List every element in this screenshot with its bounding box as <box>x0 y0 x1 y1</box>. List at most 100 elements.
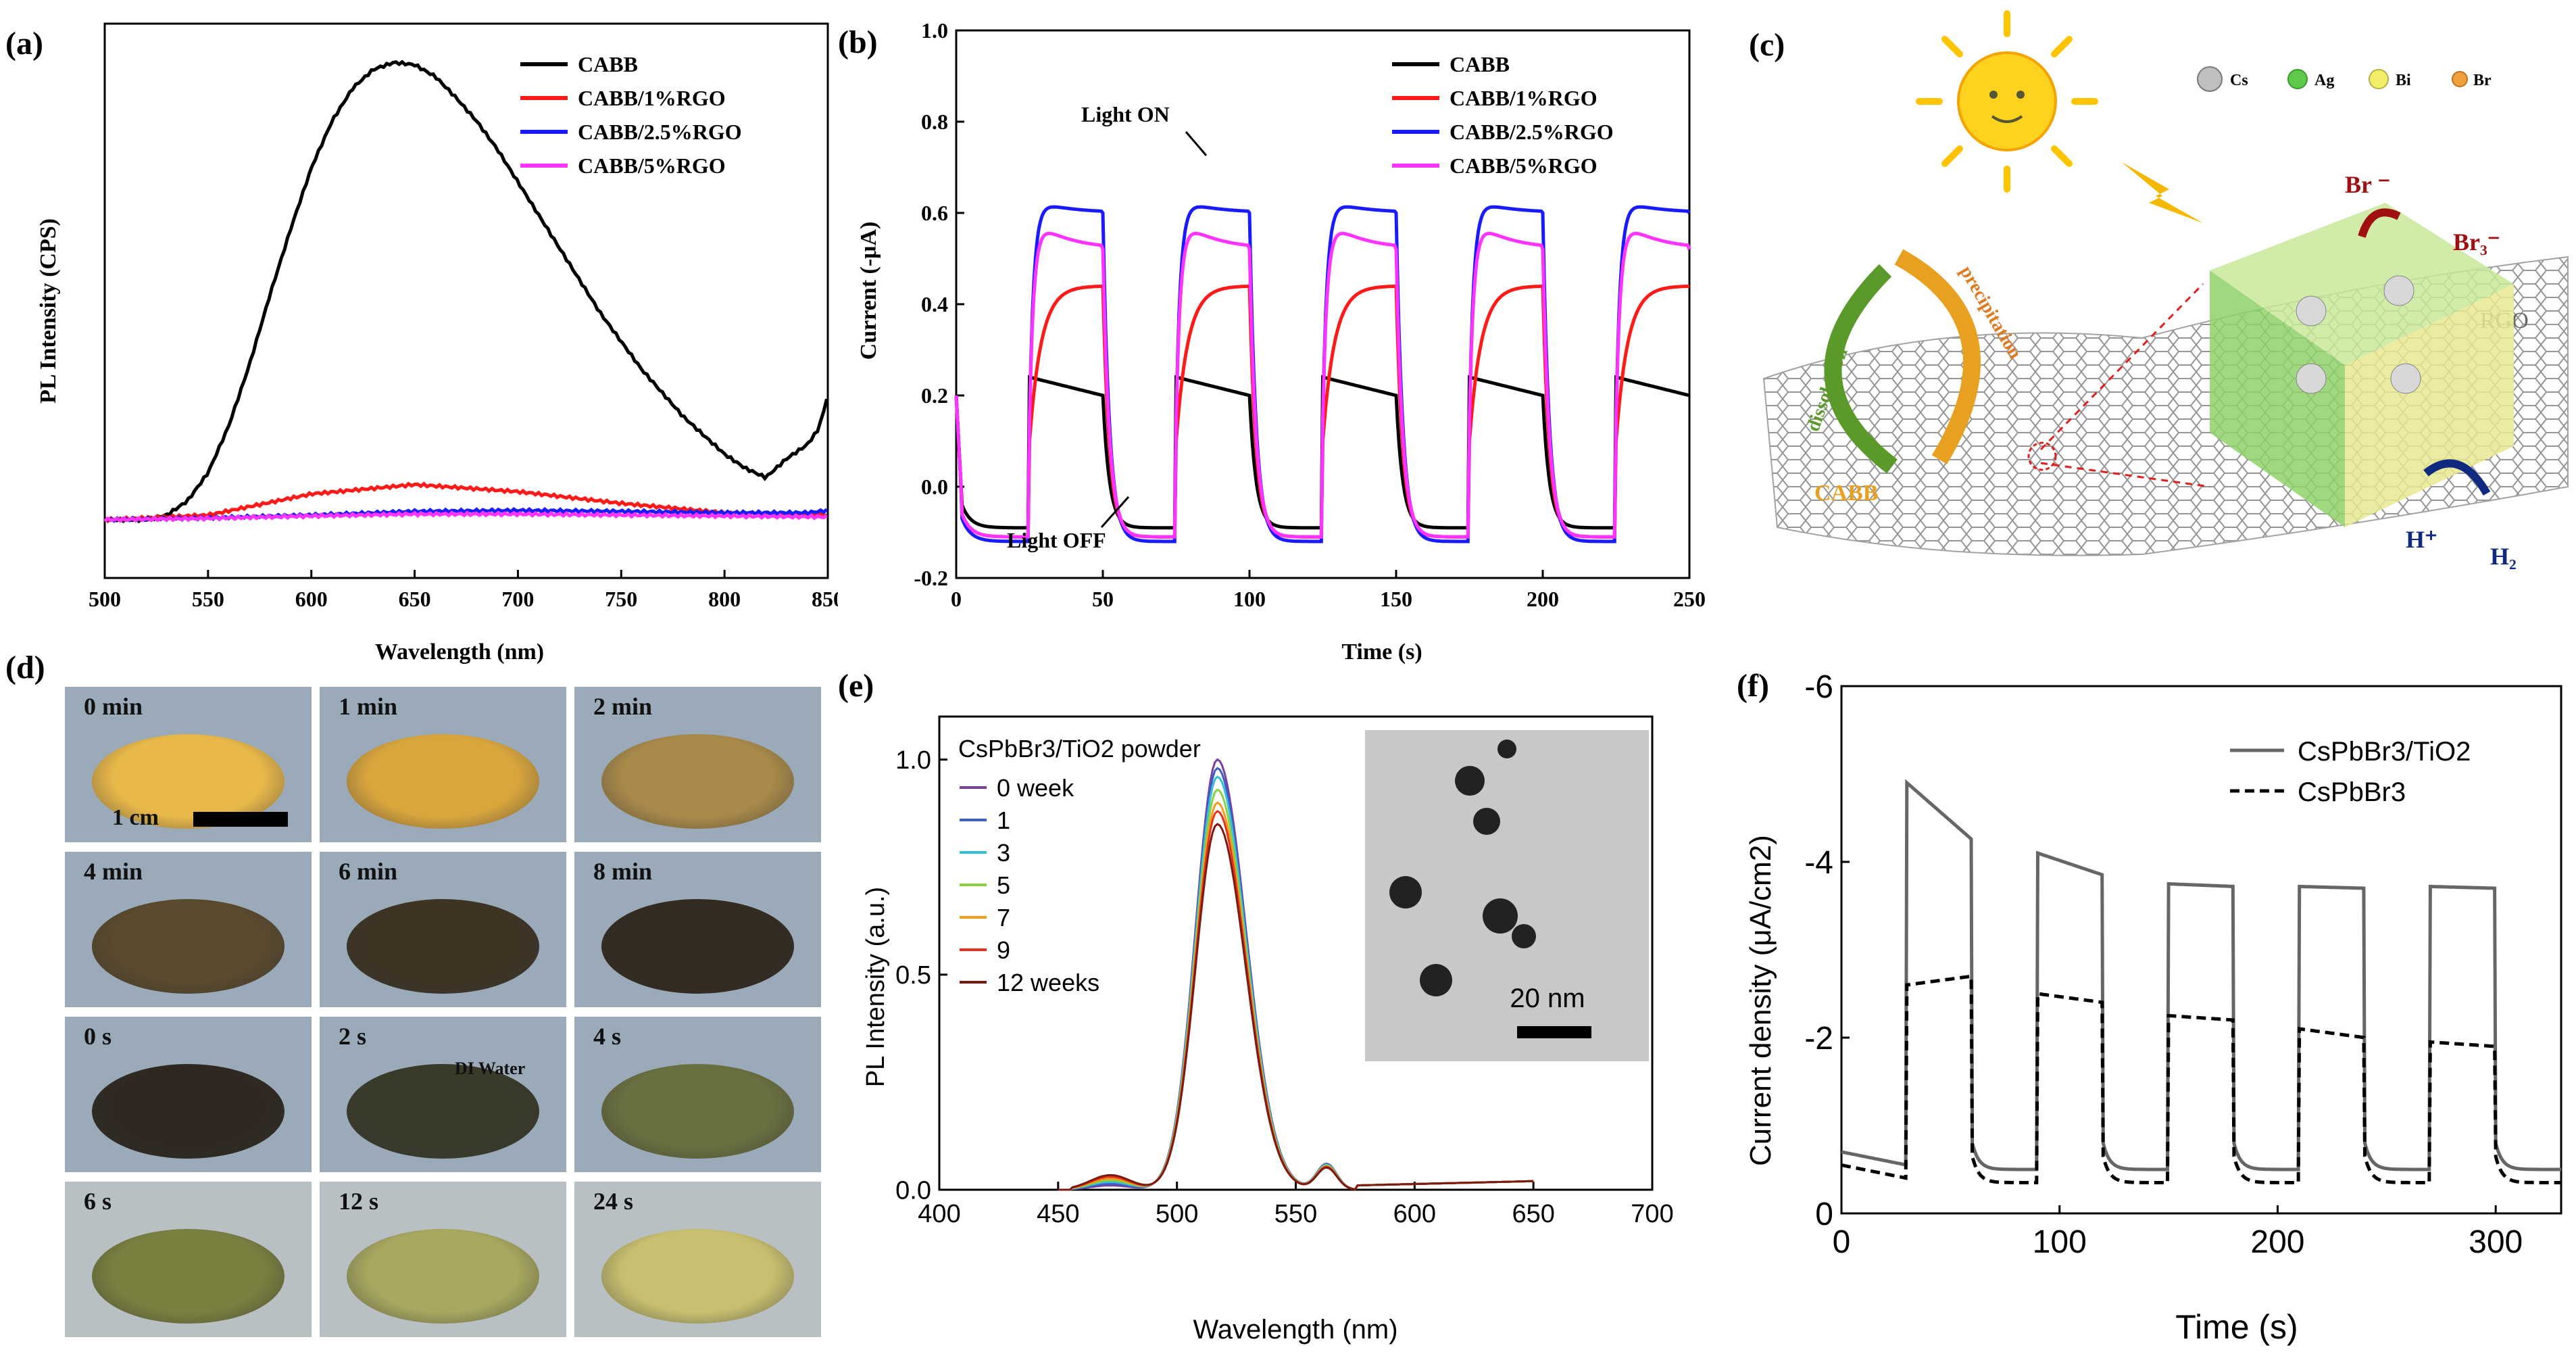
dissolution-arrow <box>1824 264 1898 474</box>
chart-f-ytick-label: -2 <box>1804 1021 1833 1057</box>
photo-grid: 0 min 1 cm 1 min 2 min 4 min 6 min 8 min 0 s 2 s… <box>65 687 831 1349</box>
photo-time-label: 24 s <box>593 1188 634 1215</box>
chart-a-xlabel: Wavelength (nm) <box>375 639 544 664</box>
chart-b-xtick-label: 0 <box>951 587 962 611</box>
sample-pile <box>601 1229 794 1324</box>
legend-marker-ag <box>2287 69 2308 89</box>
photo-time-label: 6 min <box>339 858 398 885</box>
chart-b-xtick-label: 200 <box>1527 587 1559 611</box>
sample-pile <box>92 1229 284 1324</box>
chart-a-xtick-label: 500 <box>89 587 121 611</box>
chart-b: (b) Current (-μA) Time (s) 0 50 100 150 200 2… <box>838 18 1706 664</box>
legend-label-cs: Cs <box>2230 72 2248 89</box>
lightning-icon <box>2122 162 2203 223</box>
panel-b-label: (b) <box>838 24 878 60</box>
perovskite-crystal <box>2210 203 2514 527</box>
chart-a-series-line <box>103 59 828 524</box>
photo-cell: 8 min <box>574 852 821 1007</box>
chart-a-ylabel: PL Intensity (CPS) <box>36 218 61 404</box>
chart-a-xtick-label: 800 <box>708 587 741 611</box>
chart-e-series-line <box>1058 823 1534 1191</box>
br-minus-label: Br ⁻ <box>2345 171 2390 198</box>
sample-pile <box>347 1229 539 1324</box>
photo-time-label: 2 s <box>339 1023 367 1050</box>
chart-f-ytick-label: -6 <box>1804 669 1833 705</box>
chart-b-annotation-light-off: Light OFF <box>1007 528 1106 552</box>
chart-b-ytick-label: 0.6 <box>921 201 948 225</box>
cabb-label: CABB <box>1814 481 1878 506</box>
chart-b-legend-label: CABB/5%RGO <box>1450 153 1597 178</box>
chart-e-xlabel: Wavelength (nm) <box>1193 1315 1397 1345</box>
chart-b-ytick-label: 1.0 <box>921 18 948 43</box>
chart-b-xtick-label: 250 <box>1673 587 1706 611</box>
photo-time-label: 1 min <box>339 693 398 720</box>
chart-e-legend-label: 3 <box>997 839 1010 867</box>
photo-cell: 6 s <box>65 1182 312 1337</box>
chart-e-xtick-label: 400 <box>918 1200 960 1228</box>
chart-f-series-line <box>1841 779 2561 1171</box>
nanoparticle <box>1420 964 1452 996</box>
legend-marker-bi <box>2369 69 2389 89</box>
chart-e-title: CsPbBr3/TiO2 powder <box>958 735 1201 763</box>
photo-time-label: 12 s <box>339 1188 379 1215</box>
panel-e: (e) PL Intensity (a.u.) Wavelength (nm) … <box>838 649 1716 1351</box>
chart-e-legend-label: 9 <box>997 936 1010 964</box>
panel-a-label: (a) <box>5 26 43 62</box>
legend-label-bi: Bi <box>2396 72 2411 89</box>
chart-a-legend-label: CABB/1%RGO <box>578 86 726 110</box>
panel-b: (b) Current (-μA) Time (s) 0 50 100 150 200 2… <box>838 0 1737 676</box>
photo-cell: 0 min 1 cm <box>65 687 312 842</box>
chart-b-legend-label: CABB/1%RGO <box>1450 86 1597 110</box>
chart-b-ytick-label: -0.2 <box>914 566 948 590</box>
photo-cell: 4 s <box>574 1017 821 1172</box>
photo-time-label: 0 s <box>84 1023 112 1050</box>
photo-time-label: 2 min <box>593 693 653 720</box>
panel-f: (f) Current density (μA/cm2) Time (s) 0 1… <box>1716 649 2576 1351</box>
br-arrow <box>2358 208 2401 238</box>
nanoparticle <box>1483 898 1518 934</box>
chart-a-legend-label: CABB/2.5%RGO <box>578 120 742 144</box>
chart-f: (f) Current density (μA/cm2) Time (s) 0 1… <box>1737 668 2562 1346</box>
chart-b-xtick-label: 100 <box>1233 587 1266 611</box>
chart-e-xtick-label: 450 <box>1037 1200 1079 1228</box>
br3-label: Br₃⁻ <box>2453 228 2500 256</box>
chart-b-annotation-arrow <box>1185 131 1208 156</box>
chart-e-ylabel: PL Intensity (a.u.) <box>862 887 890 1087</box>
sample-pile <box>347 899 539 994</box>
chart-f-ytick-label: 0 <box>1815 1196 1833 1232</box>
chart-e-xtick-label: 650 <box>1512 1200 1554 1228</box>
legend-marker-br <box>2452 71 2468 87</box>
photo-time-label: 4 min <box>84 858 143 885</box>
sample-pile <box>601 1064 794 1159</box>
chart-b-xtick-label: 150 <box>1380 587 1412 611</box>
sample-pile <box>92 1064 284 1159</box>
chart-e-ytick-label: 1.0 <box>895 746 931 775</box>
chart-f-xtick-label: 100 <box>2033 1224 2087 1260</box>
chart-e-ytick-label: 0.5 <box>895 961 931 990</box>
chart-e-legend-label: 0 week <box>997 774 1074 802</box>
chart-e-legend-label: 12 weeks <box>997 969 1099 996</box>
chart-e: (e) PL Intensity (a.u.) Wavelength (nm) … <box>838 668 1674 1345</box>
nanoparticle <box>1497 740 1516 758</box>
h2-label: H₂ <box>2490 543 2517 570</box>
panel-f-label: (f) <box>1737 668 1769 704</box>
panel-a: (a) PL Intensity (CPS) Wavelength (nm) 5… <box>0 0 844 676</box>
photo-cell: 2 min <box>574 687 821 842</box>
zoom-lines <box>2039 283 2210 488</box>
chart-b-ytick-label: 0.4 <box>921 292 948 316</box>
photo-cell: 4 min <box>65 852 312 1007</box>
panel-d: (d) 0 min 1 cm 1 min 2 min 4 min 6 min 8 min 0 … <box>0 649 831 1351</box>
chart-b-ytick-label: 0.8 <box>921 110 948 134</box>
chart-a-series-line <box>103 510 828 523</box>
photo-cell: 6 min <box>320 852 566 1007</box>
chart-b-series-line <box>954 231 1691 539</box>
chart-e-xtick-label: 550 <box>1274 1200 1317 1228</box>
legend-label-ag: Ag <box>2314 72 2334 89</box>
sun-icon <box>1916 10 2098 193</box>
chart-e-legend-label: 1 <box>997 806 1010 834</box>
sample-pile <box>601 734 794 829</box>
nanoparticle <box>1512 924 1536 948</box>
chart-e-legend-label: 5 <box>997 871 1010 899</box>
photo-cell: 2 s DI Water <box>320 1017 566 1172</box>
chart-b-legend-label: CABB <box>1450 52 1510 76</box>
